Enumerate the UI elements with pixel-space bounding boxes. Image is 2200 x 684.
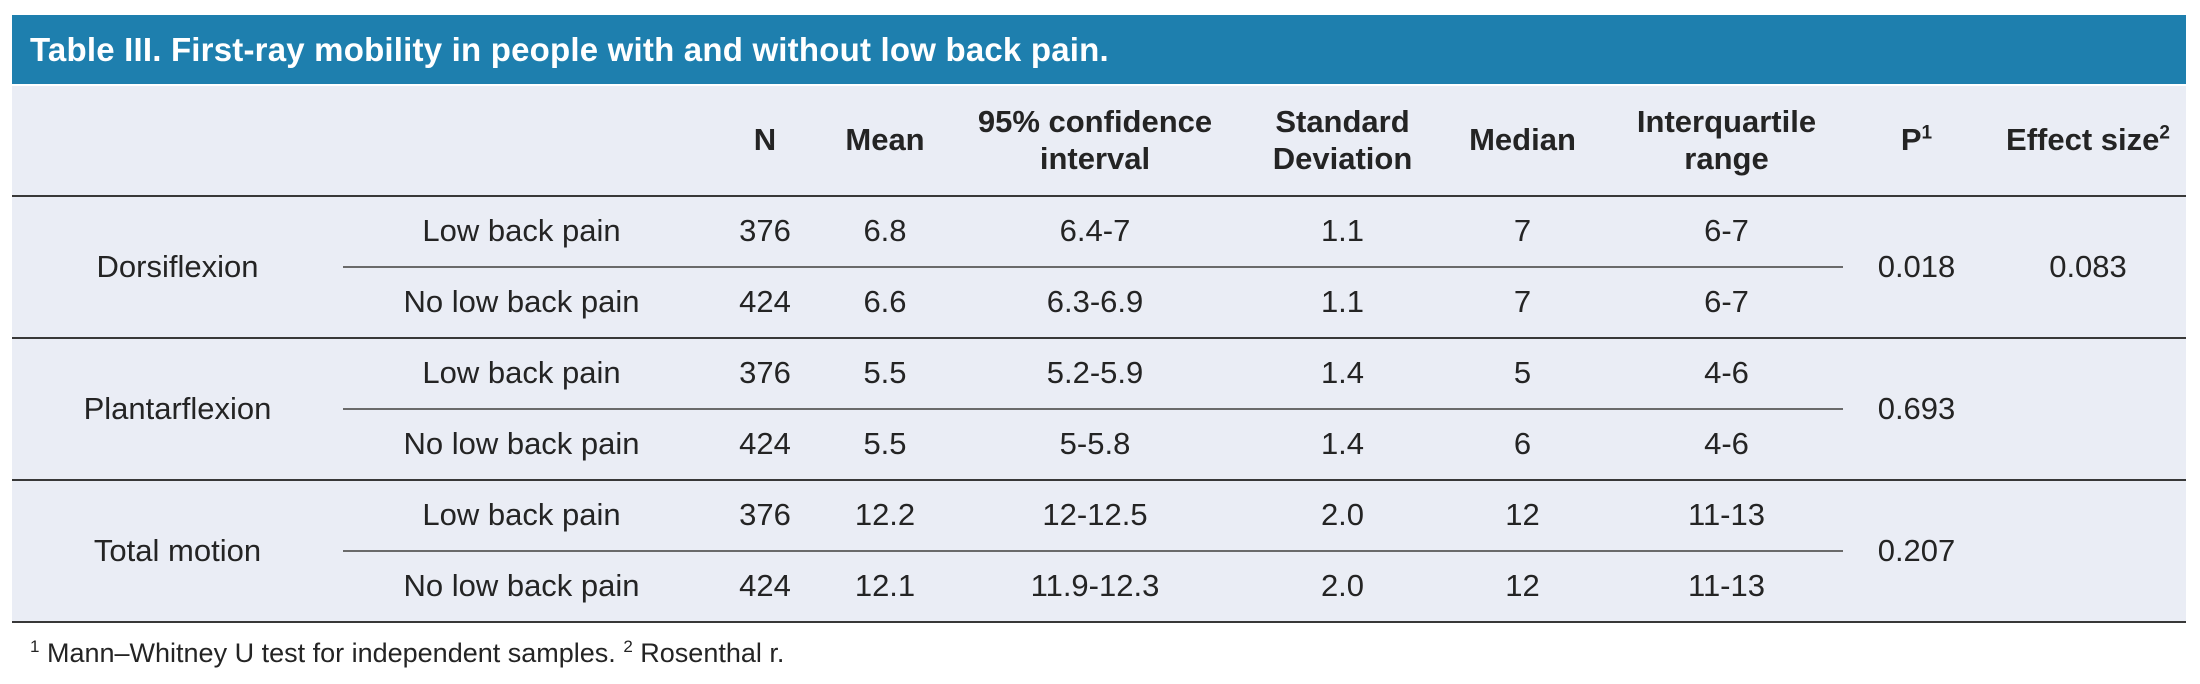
effect-size-cell: [1990, 337, 2186, 480]
ci-cell: 5.2-5.9: [940, 337, 1250, 409]
n-cell: 424: [700, 408, 830, 480]
effect-size-cell: 0.083: [1990, 195, 2186, 338]
condition-cell: Low back pain: [343, 479, 700, 551]
table-row: Dorsiflexion Low back pain 376 6.8 6.4-7…: [12, 195, 2186, 338]
median-cell: 6: [1435, 408, 1610, 480]
ci-cell: 6.4-7: [940, 195, 1250, 267]
mean-cell: 5.5: [830, 408, 940, 480]
header-row: N Mean 95% confidence interval Standard …: [12, 86, 2186, 197]
sd-cell: 2.0: [1250, 479, 1435, 551]
mean-cell: 6.8: [830, 195, 940, 267]
condition-cell: No low back pain: [343, 408, 700, 480]
header-p-label: P: [1900, 122, 1922, 158]
sd-cell: 1.4: [1250, 337, 1435, 409]
ci-cell: 5-5.8: [940, 408, 1250, 480]
table-title-bar: Table III. First-ray mobility in people …: [12, 15, 2186, 86]
p-value-cell: 0.018: [1843, 195, 1990, 338]
iqr-cell: 6-7: [1610, 266, 1843, 338]
table-title: Table III. First-ray mobility in people …: [30, 30, 1109, 68]
n-cell: 424: [700, 266, 830, 338]
effect-size-cell: [1990, 479, 2186, 622]
footnote-2-superscript: 2: [623, 637, 633, 656]
median-cell: 7: [1435, 266, 1610, 338]
header-effect-size: Effect size2: [1990, 86, 2186, 197]
footnote-2-text: Rosenthal r.: [640, 638, 785, 668]
n-cell: 376: [700, 195, 830, 267]
median-cell: 12: [1435, 479, 1610, 551]
mean-cell: 6.6: [830, 266, 940, 338]
header-p: P1: [1843, 86, 1990, 197]
median-cell: 7: [1435, 195, 1610, 267]
table-card: Table III. First-ray mobility in people …: [12, 15, 2186, 669]
median-cell: 12: [1435, 550, 1610, 622]
p-value-cell: 0.693: [1843, 337, 1990, 480]
iqr-cell: 4-6: [1610, 337, 1843, 409]
iqr-cell: 6-7: [1610, 195, 1843, 267]
footnote-1-superscript: 1: [30, 637, 40, 656]
n-cell: 424: [700, 550, 830, 622]
group-label-total-motion: Total motion: [12, 479, 343, 622]
p-value-cell: 0.207: [1843, 479, 1990, 622]
sd-cell: 1.1: [1250, 266, 1435, 338]
condition-cell: Low back pain: [343, 195, 700, 267]
ci-cell: 12-12.5: [940, 479, 1250, 551]
n-cell: 376: [700, 479, 830, 551]
table-row: No low back pain 424 12.1 11.9-12.3 2.0 …: [12, 550, 2186, 622]
header-n: N: [700, 86, 830, 197]
ci-cell: 6.3-6.9: [940, 266, 1250, 338]
table-footnote: 1 Mann–Whitney U test for independent sa…: [12, 637, 2186, 669]
iqr-cell: 11-13: [1610, 479, 1843, 551]
sd-cell: 2.0: [1250, 550, 1435, 622]
header-effect-superscript: 2: [2159, 122, 2170, 144]
header-mean: Mean: [830, 86, 940, 197]
sd-cell: 1.1: [1250, 195, 1435, 267]
header-p-superscript: 1: [1921, 122, 1933, 144]
iqr-cell: 11-13: [1610, 550, 1843, 622]
median-cell: 5: [1435, 337, 1610, 409]
condition-cell: No low back pain: [343, 550, 700, 622]
header-median: Median: [1435, 86, 1610, 197]
iqr-cell: 4-6: [1610, 408, 1843, 480]
table-row: No low back pain 424 5.5 5-5.8 1.4 6 4-6: [12, 408, 2186, 480]
header-sd: Standard Deviation: [1250, 86, 1435, 197]
header-ci: 95% confidence interval: [940, 86, 1250, 197]
results-table: N Mean 95% confidence interval Standard …: [12, 86, 2186, 623]
header-category: [12, 86, 343, 197]
table-row: No low back pain 424 6.6 6.3-6.9 1.1 7 6…: [12, 266, 2186, 338]
header-effect-label: Effect size: [2006, 122, 2160, 158]
condition-cell: No low back pain: [343, 266, 700, 338]
mean-cell: 12.1: [830, 550, 940, 622]
header-condition: [343, 86, 700, 197]
mean-cell: 5.5: [830, 337, 940, 409]
header-iqr: Interquartile range: [1610, 86, 1843, 197]
footnote-1-text: Mann–Whitney U test for independent samp…: [46, 638, 616, 668]
table-row: Total motion Low back pain 376 12.2 12-1…: [12, 479, 2186, 622]
group-label-plantarflexion: Plantarflexion: [12, 337, 343, 480]
n-cell: 376: [700, 337, 830, 409]
table-row: Plantarflexion Low back pain 376 5.5 5.2…: [12, 337, 2186, 480]
sd-cell: 1.4: [1250, 408, 1435, 480]
mean-cell: 12.2: [830, 479, 940, 551]
condition-cell: Low back pain: [343, 337, 700, 409]
ci-cell: 11.9-12.3: [940, 550, 1250, 622]
group-label-dorsiflexion: Dorsiflexion: [12, 195, 343, 338]
